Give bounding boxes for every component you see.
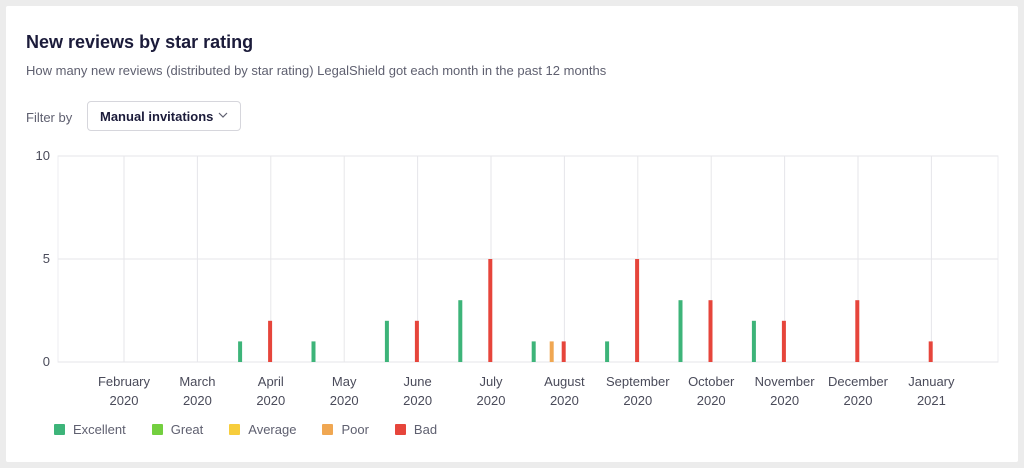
- x-tick-label: 2020: [110, 393, 139, 408]
- bar-bad: [708, 300, 713, 362]
- bar-bad: [561, 341, 566, 362]
- legend-item[interactable]: Average: [229, 422, 296, 437]
- legend-item[interactable]: Bad: [394, 422, 438, 437]
- x-tick-label: June: [403, 374, 431, 389]
- x-tick-label: December: [828, 374, 889, 389]
- x-tick-label: January: [908, 374, 955, 389]
- legend-swatch: [322, 424, 334, 435]
- x-tick-label: 2020: [330, 393, 359, 408]
- x-tick-label: 2020: [550, 393, 579, 408]
- legend-label: Poor: [341, 422, 369, 437]
- x-tick-label: November: [755, 374, 816, 389]
- x-tick-label: 2021: [917, 393, 946, 408]
- legend-swatch: [151, 424, 163, 435]
- bar-bad: [414, 320, 419, 362]
- legend-label: Great: [170, 422, 204, 437]
- filter-label: Filter by: [26, 110, 73, 125]
- x-tick-label: July: [479, 374, 503, 389]
- bar-excellent: [605, 341, 610, 362]
- x-tick-label: 2020: [183, 393, 212, 408]
- chart-legend: Excellent Great Average Poor Bad: [54, 422, 463, 437]
- bar-bad: [855, 300, 860, 362]
- y-tick-label: 0: [43, 354, 50, 369]
- legend-swatch: [229, 424, 241, 435]
- bar-excellent: [384, 320, 389, 362]
- y-tick-label: 5: [43, 251, 50, 266]
- x-tick-label: October: [688, 374, 735, 389]
- x-tick-label: March: [179, 374, 215, 389]
- chart-title: New reviews by star rating: [26, 32, 254, 52]
- bar-excellent: [678, 300, 683, 362]
- bar-bad: [488, 259, 493, 362]
- bar-chart: 0 5 10 February 2020 March 2020 April 2020 May 202…: [36, 148, 999, 408]
- bar-poor: [549, 341, 554, 362]
- legend-item[interactable]: Excellent: [54, 422, 126, 437]
- x-tick-label: 2020: [403, 393, 432, 408]
- bar-excellent: [238, 341, 243, 362]
- y-tick-label: 10: [36, 148, 50, 163]
- chart-card: New reviews by star rating How many new …: [6, 6, 1018, 462]
- bar-excellent: [531, 341, 536, 362]
- bar-excellent: [458, 300, 463, 362]
- x-tick-label: 2020: [256, 393, 285, 408]
- x-tick-label: February: [98, 374, 151, 389]
- legend-swatch: [394, 424, 406, 435]
- x-tick-label: 2020: [770, 393, 799, 408]
- bar-bad: [928, 341, 933, 362]
- legend-item[interactable]: Great: [151, 422, 204, 437]
- legend-label: Average: [248, 422, 297, 437]
- bar-excellent: [311, 341, 316, 362]
- chart-subtitle: How many new reviews (distributed by sta…: [26, 63, 607, 78]
- legend-swatch: [54, 424, 65, 435]
- x-tick-label: September: [606, 374, 670, 389]
- x-tick-label: 2020: [477, 393, 506, 408]
- legend-label: Bad: [413, 422, 438, 437]
- filter-dropdown[interactable]: Manual invitations: [87, 101, 241, 131]
- x-tick-label: May: [332, 374, 357, 389]
- bar-excellent: [751, 320, 756, 362]
- filter-selected-value: Manual invitations: [100, 108, 214, 124]
- bar-bad: [781, 320, 786, 362]
- x-tick-label: 2020: [844, 393, 873, 408]
- x-tick-label: 2020: [697, 393, 726, 408]
- bar-bad: [635, 259, 640, 362]
- x-tick-label: 2020: [623, 393, 652, 408]
- legend-label: Excellent: [73, 422, 126, 437]
- legend-item[interactable]: Poor: [322, 422, 369, 437]
- x-tick-label: August: [544, 374, 585, 389]
- bar-bad: [268, 320, 273, 362]
- x-tick-label: April: [258, 374, 284, 389]
- chevron-down-icon: [218, 112, 228, 118]
